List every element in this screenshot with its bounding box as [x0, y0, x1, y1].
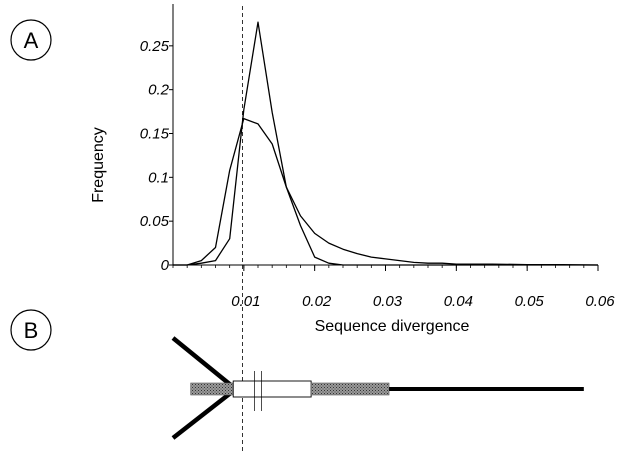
y-tick-label: 0.05: [140, 213, 170, 230]
lower-branch: [171, 389, 235, 440]
x-tick-label: 0.01: [231, 293, 260, 310]
y-tick-label: 0.1: [148, 169, 169, 186]
y-ticks: 0 0.05 0.1 0.15 0.2 0.25: [140, 38, 173, 274]
frequency-chart: 0 0.05 0.1 0.15 0.2 0.25 0.01 0.02 0.03 0.04 0.05…: [90, 4, 615, 335]
stippled-segment: [310, 382, 390, 396]
y-tick-label: 0: [161, 257, 170, 274]
x-tick-label: 0.06: [585, 293, 615, 310]
x-axis-title: Sequence divergence: [315, 318, 470, 335]
x-tick-label: 0.05: [515, 293, 545, 310]
series-line-2: [173, 117, 599, 266]
y-tick-label: 0.2: [148, 82, 170, 99]
x-ticks: 0.01 0.02 0.03 0.04 0.05 0.06: [172, 265, 615, 310]
x-tick-label: 0.04: [444, 293, 473, 310]
x-tick-label: 0.03: [373, 293, 403, 310]
panel-b-letter: B: [24, 318, 39, 343]
stippled-segment: [190, 382, 234, 396]
series-line-1: [173, 21, 598, 266]
panel-a-label: A: [10, 19, 52, 61]
y-axis-title: Frequency: [90, 127, 107, 203]
panel-b-label: B: [10, 309, 52, 351]
series-lines: [173, 21, 599, 266]
panel-b-circle: [10, 309, 52, 351]
panel-a-letter: A: [24, 28, 39, 53]
hollow-segment: [232, 380, 312, 398]
y-tick-label: 0.25: [140, 38, 170, 55]
upper-branch: [171, 336, 235, 389]
panel-a-circle: [10, 19, 52, 61]
y-tick-label: 0.15: [140, 126, 170, 143]
divergence-diagram: [171, 336, 584, 440]
x-tick-label: 0.02: [302, 293, 332, 310]
